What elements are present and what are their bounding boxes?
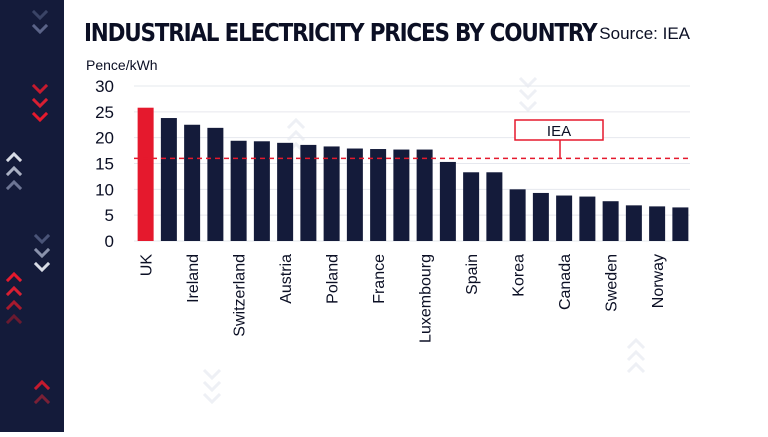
y-tick-label: 10 (95, 180, 114, 199)
x-tick-label: Austria (278, 254, 295, 304)
bar (416, 149, 433, 241)
y-axis-label: Pence/kWh (86, 57, 158, 73)
bar (649, 206, 666, 241)
y-tick-label: 30 (95, 77, 114, 96)
bar (579, 196, 596, 241)
y-tick-label: 0 (105, 232, 114, 251)
chart-title: INDUSTRIAL ELECTRICITY PRICES BY COUNTRY (84, 18, 598, 47)
bar (253, 141, 270, 241)
y-tick-label: 15 (95, 155, 114, 174)
bar (556, 195, 573, 241)
y-tick-label: 25 (95, 103, 114, 122)
bar (346, 148, 363, 241)
source-label: Source: IEA (599, 24, 690, 43)
bar (602, 201, 619, 241)
bar (207, 127, 224, 241)
x-tick-label: Canada (557, 254, 574, 310)
x-tick-label: Ireland (185, 254, 202, 303)
bar (277, 142, 294, 241)
chevron-pattern-icon (5, 9, 51, 405)
bar (230, 140, 247, 241)
y-tick-label: 20 (95, 129, 114, 148)
bar (300, 144, 317, 241)
reference-label-box (514, 119, 604, 141)
x-tick-label: Switzerland (232, 254, 249, 337)
bar (509, 189, 526, 241)
bar (439, 161, 456, 241)
bar (160, 118, 177, 241)
y-tick-label: 5 (105, 206, 114, 225)
bar (370, 149, 387, 241)
x-tick-label: Poland (325, 254, 342, 304)
bar (532, 192, 549, 241)
x-tick-label: Korea (511, 254, 528, 297)
bar (137, 107, 154, 241)
x-tick-label: Spain (464, 254, 481, 295)
x-tick-label: France (371, 254, 388, 304)
bar (672, 207, 689, 241)
bar (463, 172, 480, 241)
decorative-side-strip (0, 0, 64, 432)
x-tick-label: Sweden (604, 254, 621, 312)
bar (184, 124, 201, 241)
x-tick-label: UK (139, 254, 156, 277)
x-tick-label: Norway (650, 254, 667, 308)
bar (323, 146, 340, 241)
bar (625, 205, 642, 241)
x-tick-label: Luxembourg (418, 254, 435, 343)
reference-label: IEA (547, 123, 571, 140)
bar (393, 149, 410, 241)
bar (486, 172, 503, 241)
